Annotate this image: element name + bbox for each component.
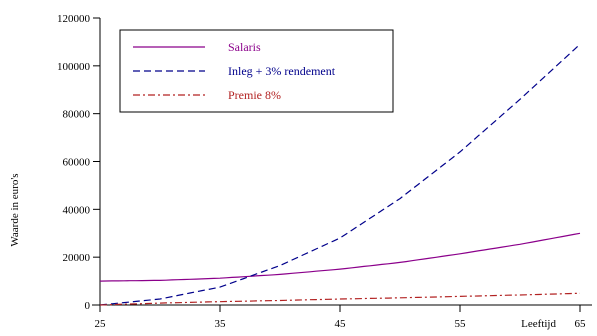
y-tick-label: 40000 bbox=[63, 204, 91, 216]
series-lines bbox=[99, 43, 581, 306]
x-tick-label: 35 bbox=[215, 318, 227, 330]
y-tick-label: 100000 bbox=[57, 61, 91, 73]
y-tick-label: 20000 bbox=[63, 252, 91, 264]
y-tick-label: 80000 bbox=[63, 109, 91, 121]
x-tick-label: 25 bbox=[95, 318, 107, 330]
x-tick-label: 55 bbox=[455, 318, 467, 330]
x-tick-label: 65 bbox=[575, 318, 587, 330]
legend-label: Premie 8% bbox=[228, 88, 281, 102]
series-line bbox=[99, 232, 581, 282]
series-line bbox=[99, 43, 581, 306]
x-axis-label: Leeftijd bbox=[521, 318, 556, 330]
legend-box bbox=[119, 29, 394, 113]
legend: Salaris Inleg + 3% rendement Premie 8% bbox=[119, 29, 394, 113]
legend-label: Inleg + 3% rendement bbox=[228, 64, 336, 78]
axes: 0 20000 40000 60000 80000 100000 120000 25 35 45 5… bbox=[57, 13, 592, 330]
x-tick-label: 45 bbox=[335, 318, 347, 330]
y-tick-label: 120000 bbox=[57, 13, 91, 25]
y-tick-label: 60000 bbox=[63, 157, 91, 169]
legend-label: Salaris bbox=[228, 40, 261, 54]
y-tick-label: 0 bbox=[85, 300, 91, 312]
y-axis-label: Waarde in euro's bbox=[9, 173, 21, 246]
series-line bbox=[99, 292, 581, 306]
